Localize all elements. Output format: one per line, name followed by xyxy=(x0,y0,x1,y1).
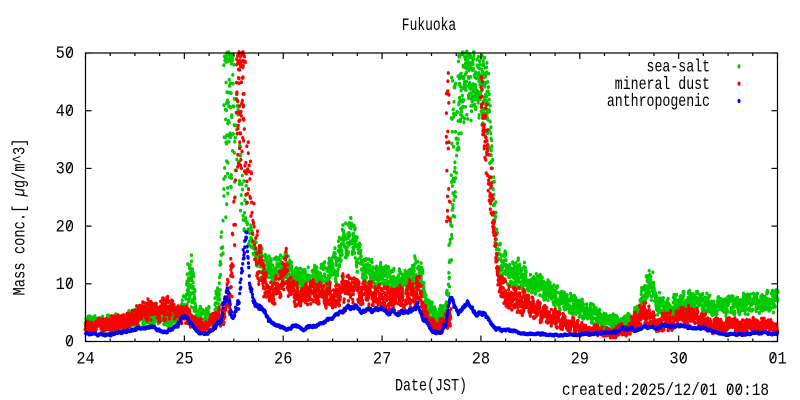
svg-text:40: 40 xyxy=(56,102,74,122)
svg-text:50: 50 xyxy=(56,44,74,64)
svg-text:30: 30 xyxy=(669,349,687,369)
svg-text:25: 25 xyxy=(175,349,193,369)
svg-text:27: 27 xyxy=(373,349,391,369)
svg-text:24: 24 xyxy=(76,349,94,369)
svg-text:30: 30 xyxy=(56,160,74,180)
svg-text:20: 20 xyxy=(56,217,74,237)
svg-text:26: 26 xyxy=(274,349,292,369)
svg-text:sea-salt: sea-salt xyxy=(647,57,710,78)
svg-text:28: 28 xyxy=(472,349,490,369)
svg-text:Mass conc.[ µg/m^3]: Mass conc.[ µg/m^3] xyxy=(10,139,30,296)
svg-text:Date(JST): Date(JST) xyxy=(395,376,467,396)
svg-text:29: 29 xyxy=(571,349,589,369)
svg-text:01: 01 xyxy=(768,349,786,369)
svg-text:0: 0 xyxy=(65,333,74,353)
svg-text:created:2025/12/01 00:18: created:2025/12/01 00:18 xyxy=(562,380,769,400)
svg-text:10: 10 xyxy=(56,275,74,295)
svg-text:mineral dust: mineral dust xyxy=(615,74,710,95)
svg-text:anthropogenic: anthropogenic xyxy=(607,91,710,112)
svg-text:Fukuoka: Fukuoka xyxy=(402,15,456,36)
